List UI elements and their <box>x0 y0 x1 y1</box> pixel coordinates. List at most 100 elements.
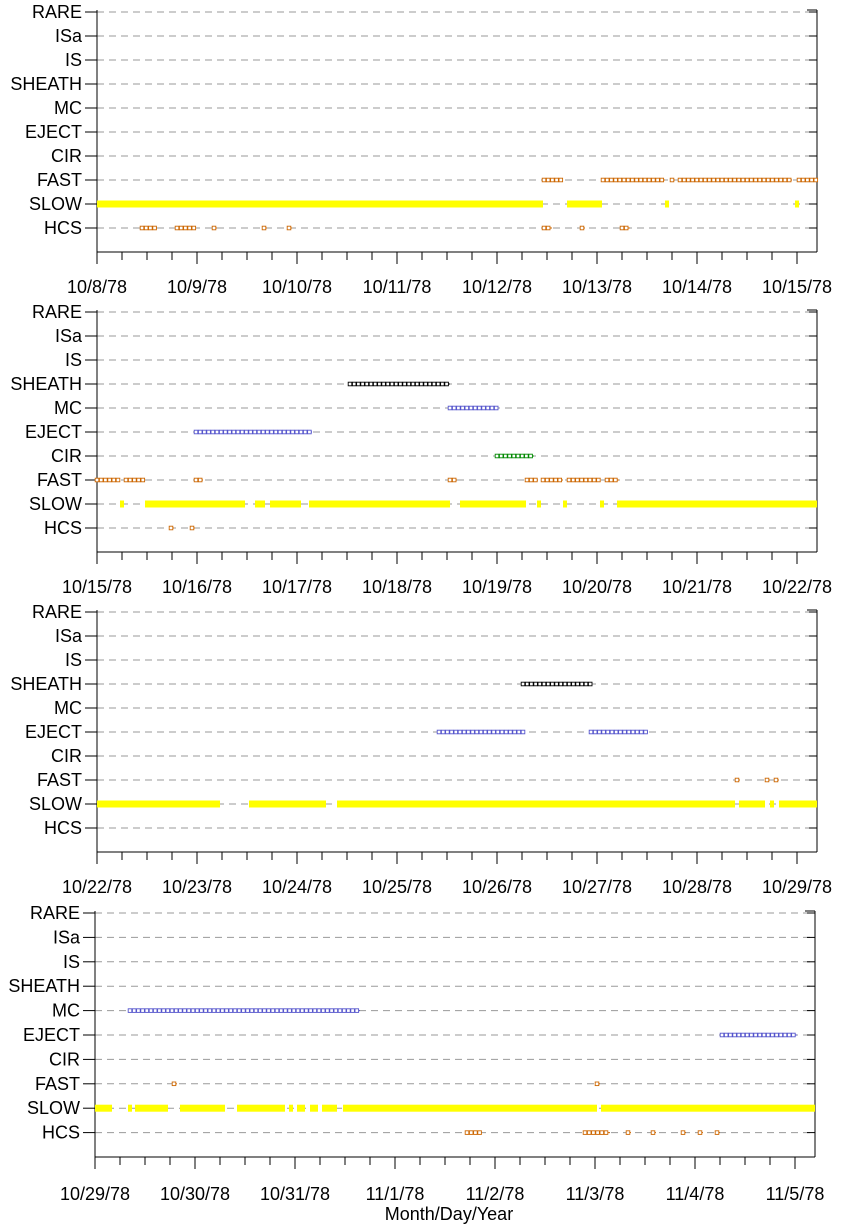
data-point <box>562 681 568 687</box>
y-tick-label: HCS <box>44 218 82 238</box>
data-point <box>281 429 287 435</box>
data-point <box>791 1032 796 1038</box>
data-point <box>524 453 529 459</box>
data-point <box>575 477 580 483</box>
data-point <box>774 1032 779 1038</box>
data-point <box>286 225 292 231</box>
x-tick-label: 10/12/78 <box>462 277 532 297</box>
data-point <box>389 381 395 387</box>
data-point <box>494 453 500 459</box>
data-point <box>583 477 589 483</box>
data-point <box>621 177 627 183</box>
y-tick-label: CIR <box>49 1049 80 1069</box>
data-point <box>570 477 576 483</box>
x-tick-label: 10/8/78 <box>67 277 127 297</box>
data-point <box>579 225 585 231</box>
x-tick-label: 11/5/78 <box>766 1184 825 1204</box>
y-tick-label: HCS <box>42 1123 80 1143</box>
data-point <box>144 1008 150 1013</box>
series-fast <box>171 1081 600 1087</box>
x-tick-label: 10/15/78 <box>62 577 132 597</box>
data-point <box>809 177 814 183</box>
slow-bar <box>180 1104 225 1112</box>
data-point <box>594 1081 600 1087</box>
chart-panel-1: RARE ISa IS SHEATH MC EJECT CIR FAST SLOW HCS 10/8… <box>10 2 832 297</box>
data-point <box>786 177 792 183</box>
data-point <box>356 381 361 387</box>
x-tick-label: 10/22/78 <box>762 577 832 597</box>
series-cir <box>494 453 534 459</box>
series-mc <box>447 405 499 411</box>
data-point <box>435 381 441 387</box>
data-point <box>740 1032 746 1038</box>
data-point <box>638 177 644 183</box>
x-tick-label: 10/31/78 <box>260 1184 330 1204</box>
data-point <box>609 729 615 735</box>
data-point <box>265 429 270 435</box>
data-point <box>813 177 819 183</box>
slow-bar <box>128 1104 132 1112</box>
y-tick-label: IS <box>63 952 80 972</box>
data-point <box>173 1008 179 1013</box>
data-point <box>364 381 370 387</box>
data-point <box>447 405 453 411</box>
data-point <box>601 729 606 735</box>
data-point <box>174 225 180 231</box>
data-point <box>566 681 572 687</box>
data-point <box>511 453 517 459</box>
data-point <box>107 477 112 483</box>
data-point <box>499 729 505 735</box>
slow-bar <box>739 800 765 808</box>
y-tick-label: CIR <box>51 146 82 166</box>
data-point <box>761 1032 767 1038</box>
data-point <box>625 177 631 183</box>
slow-bar <box>97 800 220 808</box>
x-tick-label: 10/26/78 <box>462 877 532 897</box>
series-slow <box>97 200 799 208</box>
data-point <box>341 1008 347 1013</box>
data-point <box>732 177 737 183</box>
data-point <box>123 477 129 483</box>
data-point <box>516 729 522 735</box>
data-point <box>587 477 593 483</box>
x-tick-label: 10/17/78 <box>262 577 332 597</box>
data-point <box>190 1008 196 1013</box>
data-point <box>211 225 217 231</box>
data-point <box>377 381 382 387</box>
data-point <box>474 729 480 735</box>
data-point <box>677 177 683 183</box>
y-tick-label: SLOW <box>29 794 82 814</box>
data-point <box>487 729 492 735</box>
y-tick-label: IS <box>65 350 82 370</box>
data-point <box>571 681 576 687</box>
data-point <box>575 681 580 687</box>
data-point <box>613 177 618 183</box>
slow-bar <box>297 1104 305 1112</box>
data-point <box>634 729 640 735</box>
data-point <box>757 177 763 183</box>
series-fast <box>94 477 619 483</box>
data-point <box>482 729 488 735</box>
data-point <box>642 177 648 183</box>
data-point <box>140 1008 145 1013</box>
data-point <box>178 1008 183 1013</box>
data-point <box>256 429 262 435</box>
y-tick-label: CIR <box>51 446 82 466</box>
data-point <box>592 729 598 735</box>
data-point <box>372 381 378 387</box>
data-point <box>711 177 716 183</box>
y-tick-label: MC <box>54 398 82 418</box>
data-point <box>778 1032 784 1038</box>
data-point <box>157 1008 162 1013</box>
panels: RARE ISa IS SHEATH MC EJECT CIR FAST SLOW HCS 10/8… <box>8 2 832 1204</box>
data-point <box>440 729 446 735</box>
data-point <box>702 177 708 183</box>
data-point <box>206 429 211 435</box>
data-point <box>520 681 526 687</box>
data-point <box>566 477 572 483</box>
y-tick-label: MC <box>52 1001 80 1021</box>
data-point <box>554 177 559 183</box>
slow-bar <box>600 500 604 508</box>
data-point <box>464 1130 470 1135</box>
data-point <box>744 177 750 183</box>
